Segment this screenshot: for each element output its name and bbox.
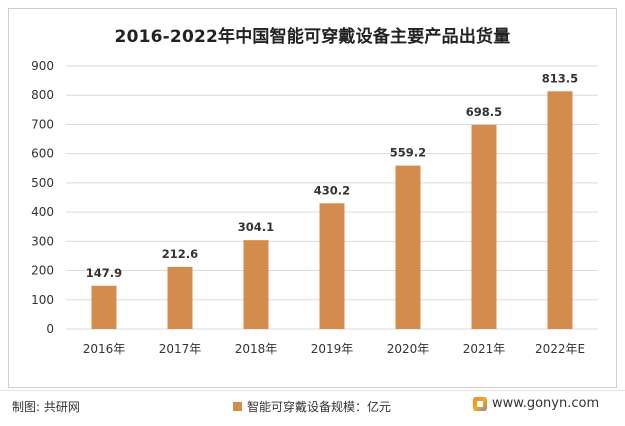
x-axis-ticks: 2016年 2017年 2018年 2019年 2020年 2021年 2022年E	[83, 342, 585, 356]
bar	[395, 165, 421, 329]
x-tick-label: 2020年	[387, 342, 430, 356]
site-url: www.gonyn.com	[492, 396, 600, 411]
data-label: 430.2	[314, 183, 350, 197]
x-tick-label: 2022年E	[535, 342, 585, 356]
footer-divider	[0, 390, 625, 391]
bar	[167, 266, 193, 329]
site-link[interactable]: www.gonyn.com	[473, 396, 599, 411]
y-tick-label: 800	[31, 88, 54, 102]
y-tick-label: 0	[46, 322, 54, 336]
bar	[243, 240, 269, 329]
x-tick-label: 2017年	[159, 342, 202, 356]
data-label: 304.1	[238, 220, 274, 234]
bar	[471, 124, 497, 329]
bars	[91, 91, 573, 329]
y-tick-label: 200	[31, 264, 54, 278]
chart-legend: 智能可穿戴设备规模：亿元	[233, 398, 391, 415]
legend-swatch	[233, 402, 242, 411]
x-tick-label: 2018年	[235, 342, 278, 356]
y-tick-label: 500	[31, 176, 54, 190]
x-tick-label: 2019年	[311, 342, 354, 356]
bar	[319, 203, 345, 329]
chart-title: 2016-2022年中国智能可穿戴设备主要产品出货量	[114, 27, 511, 47]
y-tick-label: 600	[31, 147, 54, 161]
x-tick-label: 2016年	[83, 342, 126, 356]
data-label: 813.5	[542, 71, 578, 85]
data-label: 147.9	[86, 266, 122, 280]
chart-border	[8, 8, 617, 388]
data-label: 212.6	[162, 247, 198, 261]
y-tick-label: 400	[31, 205, 54, 219]
gonyn-logo-icon	[473, 396, 487, 411]
x-tick-label: 2021年	[463, 342, 506, 356]
y-tick-label: 300	[31, 234, 54, 248]
y-axis-ticks: 0 100 200 300 400 500 600 700 800 900	[31, 59, 54, 336]
y-tick-label: 100	[31, 293, 54, 307]
bar	[91, 285, 117, 329]
legend-label: 智能可穿戴设备规模：亿元	[247, 400, 392, 414]
data-label: 698.5	[466, 105, 502, 119]
data-labels: 147.9 212.6 304.1 430.2 559.2 698.5 813.5	[86, 71, 578, 280]
y-tick-label: 900	[31, 59, 54, 73]
bar	[547, 91, 573, 329]
chart-credit: 制图: 共研网	[12, 400, 80, 414]
data-label: 559.2	[390, 146, 426, 160]
y-tick-label: 700	[31, 117, 54, 131]
